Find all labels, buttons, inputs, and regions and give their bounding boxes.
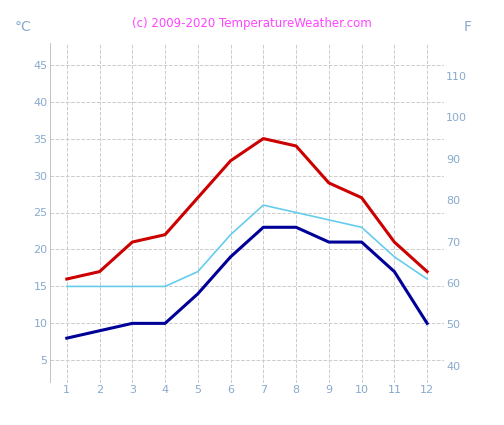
Text: (c) 2009-2020 TemperatureWeather.com: (c) 2009-2020 TemperatureWeather.com xyxy=(132,17,372,30)
Text: F: F xyxy=(464,20,472,34)
Text: °C: °C xyxy=(15,20,32,34)
